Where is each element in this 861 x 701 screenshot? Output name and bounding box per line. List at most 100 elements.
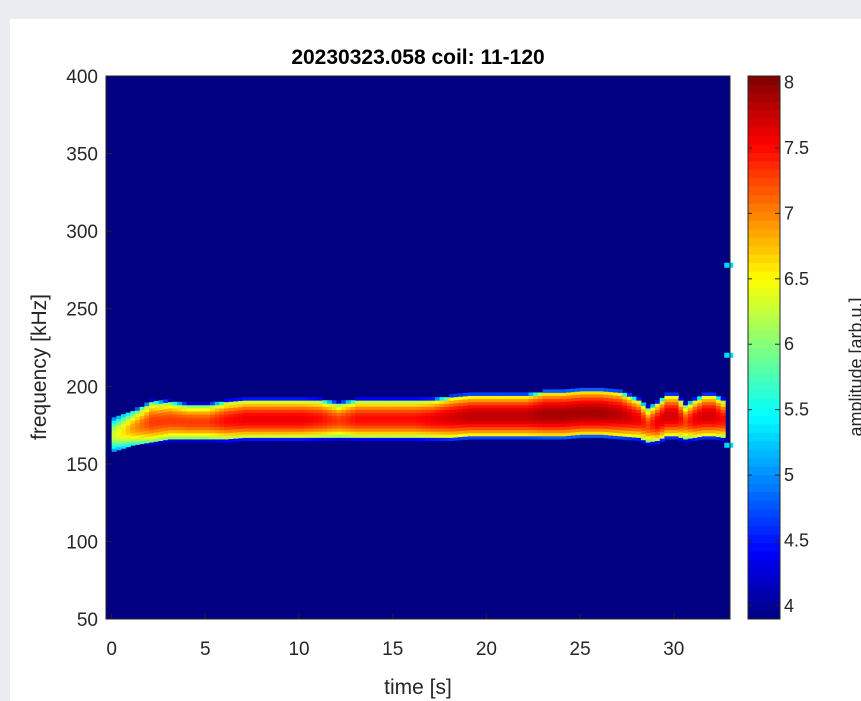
heatmap-cell [350, 428, 356, 432]
heatmap-cell [519, 420, 525, 424]
heatmap-cell [425, 403, 431, 407]
heatmap-cell [678, 406, 684, 410]
heatmap-cell [411, 397, 417, 401]
heatmap-cell [495, 423, 501, 428]
heatmap-cell [350, 425, 356, 429]
heatmap-cell [505, 417, 511, 421]
heatmap-cell [640, 439, 647, 444]
heatmap-cell [275, 421, 281, 426]
heatmap-cell [533, 423, 539, 428]
heatmap-cell [233, 407, 239, 411]
heatmap-cell [566, 420, 572, 424]
heatmap-cell [341, 409, 347, 414]
heatmap-cell [336, 409, 342, 414]
heatmap-cell [448, 418, 454, 423]
heatmap-cell [453, 415, 459, 419]
heatmap-cell [270, 418, 276, 423]
heatmap-cell [444, 425, 450, 429]
heatmap-cell [369, 431, 375, 435]
heatmap-cell [533, 398, 539, 403]
heatmap-cell [266, 412, 272, 417]
heatmap-cell [359, 437, 365, 441]
heatmap-cell [439, 409, 445, 414]
heatmap-cell [580, 421, 586, 426]
heatmap-cell [331, 400, 337, 404]
heatmap-cell [388, 437, 394, 441]
heatmap-cell [219, 439, 225, 443]
heatmap-cell [556, 435, 562, 440]
heatmap-cell [210, 420, 216, 424]
heatmap-cell [219, 429, 225, 434]
heatmap-cell [130, 432, 136, 437]
heatmap-cell [655, 425, 661, 429]
heatmap-cell [284, 406, 291, 410]
heatmap-cell [514, 392, 520, 396]
heatmap-cell [631, 396, 637, 401]
heatmap-cell [448, 421, 454, 426]
heatmap-cell [256, 400, 262, 404]
heatmap-cell [556, 417, 562, 421]
heatmap-cell [566, 413, 572, 418]
heatmap-cell [158, 431, 164, 435]
heatmap-cell [617, 417, 623, 421]
heatmap-cell [158, 421, 164, 426]
heatmap-cell [655, 418, 661, 423]
heatmap-cell [491, 408, 497, 412]
heatmap-cell [514, 429, 520, 434]
heatmap-cell [612, 429, 618, 433]
heatmap-cell [477, 398, 483, 403]
heatmap-cell [655, 406, 661, 410]
heatmap-cell [355, 409, 361, 414]
heatmap-cell [626, 402, 633, 407]
heatmap-cell [402, 397, 408, 401]
heatmap-cell [308, 425, 314, 429]
heatmap-cell [650, 419, 656, 424]
heatmap-cell [392, 437, 398, 441]
heatmap-cell [472, 395, 478, 400]
heatmap-cell [561, 389, 567, 393]
heatmap-cell [191, 439, 197, 443]
heatmap-cell [177, 408, 183, 412]
heatmap-cell [153, 410, 159, 414]
heatmap-cell [214, 417, 220, 421]
heatmap-cell [603, 406, 609, 411]
heatmap-cell [116, 440, 122, 445]
heatmap-cell [177, 432, 183, 437]
heatmap-cell [617, 408, 623, 412]
heatmap-cell [430, 406, 436, 410]
heatmap-cell [509, 414, 515, 418]
heatmap-cell [163, 424, 169, 428]
heatmap-cell [603, 431, 609, 436]
heatmap-cell [575, 422, 581, 426]
heatmap-cell [547, 435, 553, 440]
heatmap-cell [205, 411, 211, 415]
heatmap-cell [388, 431, 394, 435]
heatmap-cell [275, 400, 281, 404]
heatmap-cell [299, 418, 305, 423]
heatmap-cell [402, 406, 408, 410]
heatmap-cell [158, 434, 164, 438]
heatmap-cell [219, 404, 225, 409]
heatmap-cell [533, 426, 539, 431]
x-tick-label: 5 [200, 639, 211, 660]
heatmap-cell [266, 409, 272, 414]
heatmap-cell [416, 428, 422, 432]
heatmap-cell [659, 410, 665, 414]
heatmap-cell [594, 394, 600, 398]
heatmap-cell [275, 425, 281, 429]
heatmap-cell [650, 410, 656, 414]
heatmap-cell [594, 421, 600, 426]
heatmap-cell [247, 400, 253, 404]
heatmap-cell [715, 411, 722, 416]
heatmap-cell [720, 421, 726, 426]
heatmap-cell [139, 428, 145, 432]
heatmap-cell [505, 435, 511, 440]
heatmap-cell [491, 429, 497, 434]
heatmap-cell [378, 428, 384, 432]
heatmap-cell [692, 421, 698, 426]
colorbar-segment [748, 406, 780, 416]
heatmap-cell [580, 390, 586, 395]
heatmap-cell [491, 432, 497, 437]
heatmap-cell [359, 400, 365, 404]
heatmap-cell [477, 392, 483, 396]
